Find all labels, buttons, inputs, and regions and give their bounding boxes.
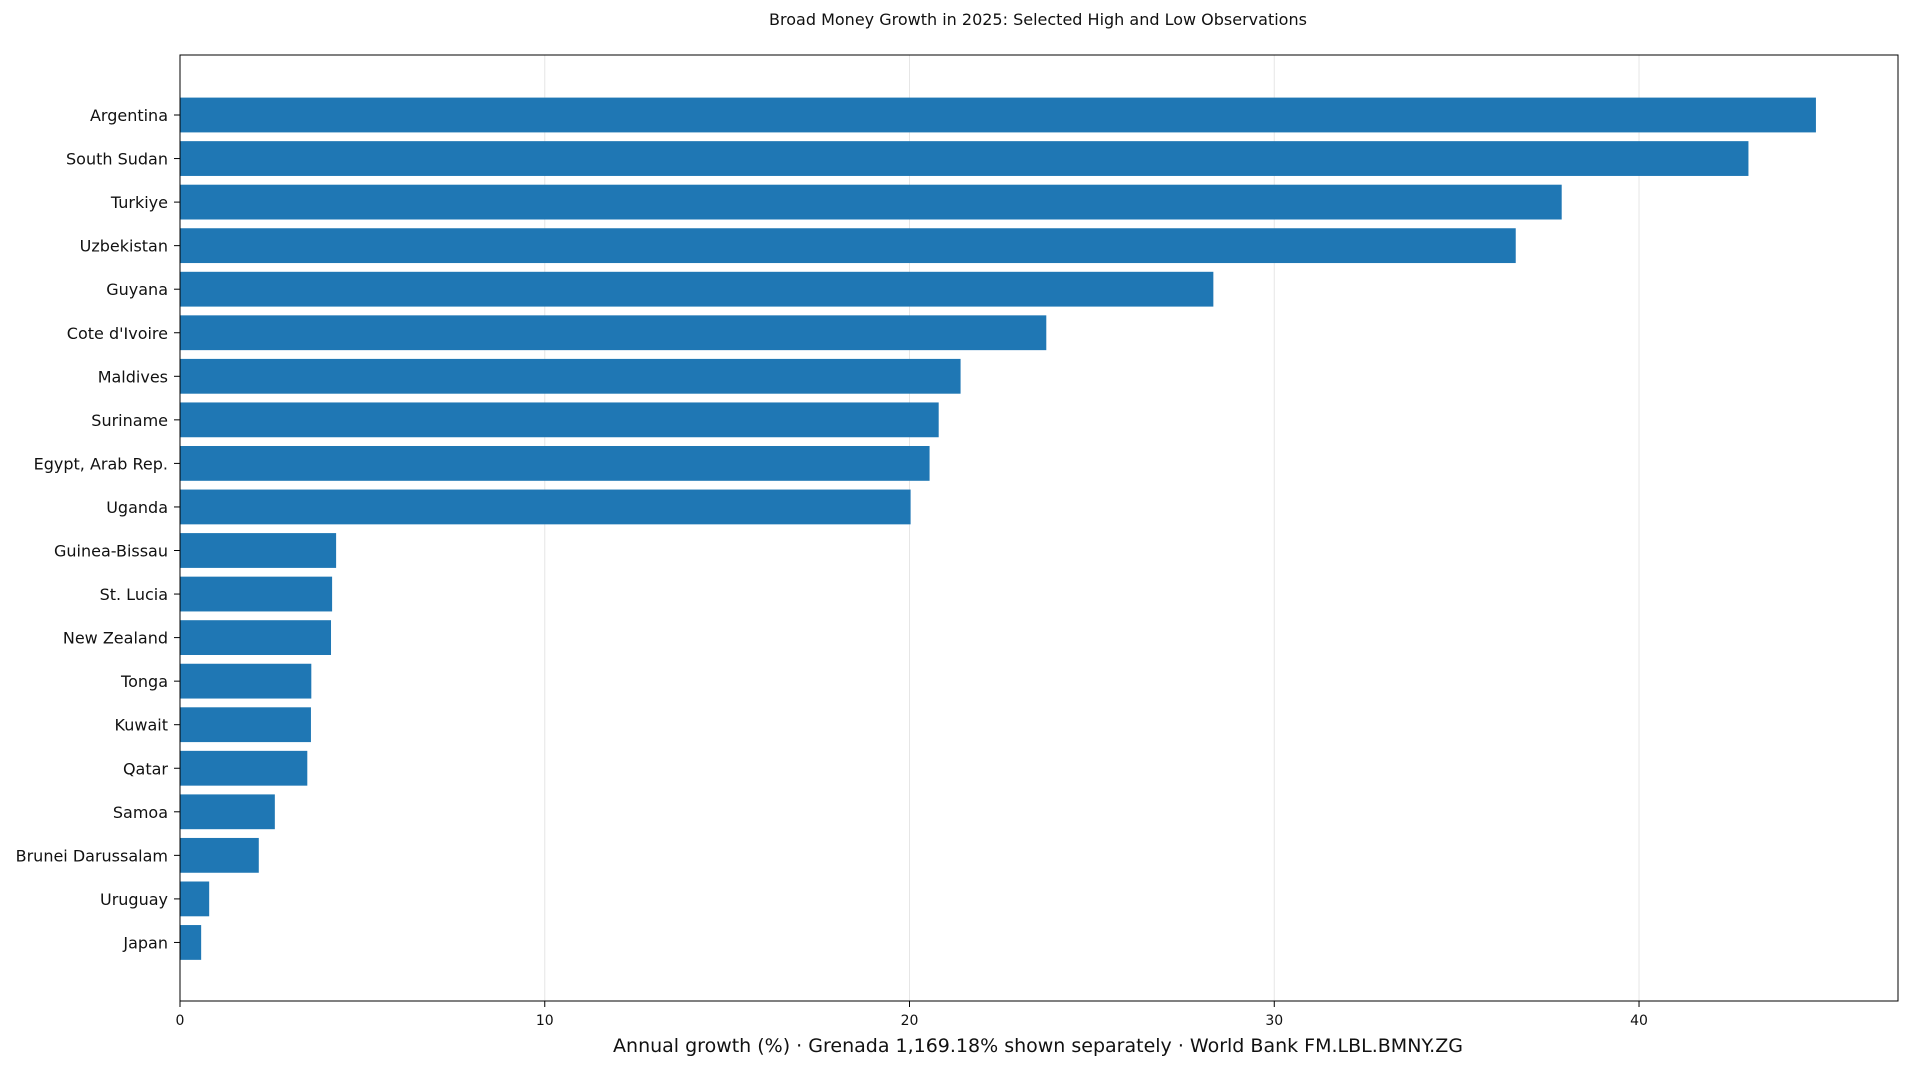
bar-suriname xyxy=(180,402,939,438)
y-tick-label: Guyana xyxy=(106,280,168,299)
y-tick-label: Brunei Darussalam xyxy=(16,846,168,865)
y-tick-label: Kuwait xyxy=(115,716,168,735)
plot-area-frame xyxy=(179,54,1899,1002)
bar-japan xyxy=(180,925,202,960)
bar-maldives xyxy=(180,358,961,394)
y-tick-label: Tonga xyxy=(120,672,168,691)
y-tick-label: Cote d'Ivoire xyxy=(67,324,168,343)
y-tick-label: St. Lucia xyxy=(100,585,168,604)
y-tick-label: Uruguay xyxy=(100,890,168,909)
x-tick-label: 10 xyxy=(536,1013,554,1029)
bar-uganda xyxy=(180,489,911,525)
bar-uruguay xyxy=(180,881,210,917)
bar-egypt-arab-rep- xyxy=(180,446,930,481)
x-tick-label: 30 xyxy=(1265,1013,1283,1029)
bar-qatar xyxy=(180,750,308,786)
x-tick-label: 40 xyxy=(1630,1013,1648,1029)
bar-tonga xyxy=(180,663,312,699)
y-axis: Argentina South Sudan Turkiye Uzbekistan Guy… xyxy=(16,106,180,952)
x-tick-label: 0 xyxy=(176,1013,185,1029)
bar-cote-d-ivoire xyxy=(180,315,1047,351)
bar-argentina xyxy=(180,97,1816,133)
x-axis-label: Annual growth (%) · Grenada 1,169.18% sh… xyxy=(613,1035,1463,1057)
bar-new-zealand xyxy=(180,620,332,655)
y-tick-label: Argentina xyxy=(90,106,168,125)
chart-title: Broad Money Growth in 2025: Selected Hig… xyxy=(769,10,1307,29)
bar-brunei-darussalam xyxy=(180,837,259,873)
y-tick-label: South Sudan xyxy=(66,150,168,169)
bar-turkiye xyxy=(180,184,1562,220)
x-axis: 0 10 20 30 40 xyxy=(176,1001,1648,1029)
y-tick-label: New Zealand xyxy=(63,629,168,648)
bar-south-sudan xyxy=(180,141,1749,176)
bar-kuwait xyxy=(180,707,311,743)
y-tick-label: Samoa xyxy=(113,803,168,822)
bar-samoa xyxy=(180,794,275,830)
bars xyxy=(180,97,1816,960)
x-tick-label: 20 xyxy=(901,1013,919,1029)
y-tick-label: Suriname xyxy=(91,411,168,430)
y-tick-label: Guinea-Bissau xyxy=(54,542,168,561)
bar-st-lucia xyxy=(180,576,333,612)
y-tick-label: Uzbekistan xyxy=(80,237,168,256)
y-tick-label: Japan xyxy=(122,933,168,952)
y-tick-label: Turkiye xyxy=(110,193,168,212)
y-tick-label: Qatar xyxy=(123,759,168,778)
bar-uzbekistan xyxy=(180,228,1516,264)
bar-guinea-bissau xyxy=(180,533,337,568)
bar-guyana xyxy=(180,271,1214,307)
y-tick-label: Maldives xyxy=(98,367,168,386)
y-tick-label: Uganda xyxy=(106,498,168,517)
y-tick-label: Egypt, Arab Rep. xyxy=(34,454,168,473)
